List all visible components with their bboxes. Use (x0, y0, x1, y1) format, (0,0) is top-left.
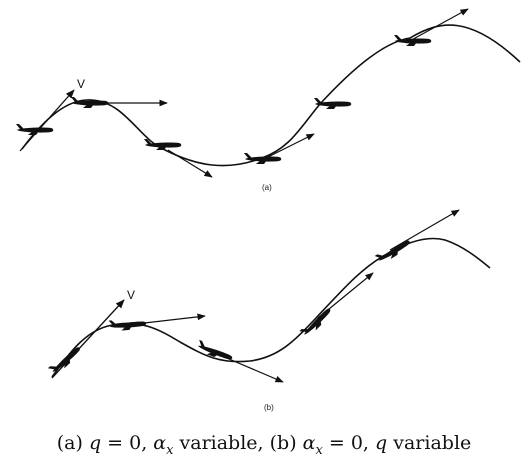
caption-equals-zero-a: = 0, (101, 432, 154, 454)
caption-alpha-b: α (302, 432, 316, 454)
figure-caption: (a) q = 0, αx variable, (b) αx = 0, q va… (0, 432, 528, 458)
aircraft-a2 (71, 97, 168, 108)
flight-path-b (51, 237, 491, 378)
panel-a: V (a) (16, 8, 521, 192)
aircraft-a3 (144, 139, 213, 178)
panel-b: V (b) (47, 209, 491, 412)
velocity-label-b: V (127, 288, 135, 302)
caption-sub-x-a: x (166, 442, 174, 458)
flight-path-a (21, 24, 521, 167)
caption-q-b: q (375, 432, 388, 454)
aircraft-b3 (195, 339, 284, 383)
caption-q-a: q (88, 432, 102, 454)
thrust-arrow-b5 (317, 272, 374, 319)
aircraft-b2 (108, 313, 206, 332)
caption-variable-b: variable (387, 432, 472, 454)
caption-equals-zero-b: = 0, (322, 432, 376, 454)
aircraft-a5 (314, 98, 352, 109)
panel-b-label: (b) (264, 403, 274, 412)
caption-variable-a: variable, (173, 432, 270, 454)
aircraft-b1 (47, 343, 83, 377)
velocity-label-a: V (77, 77, 85, 91)
caption-alpha-a: α (153, 432, 167, 454)
aircraft-a6 (394, 8, 469, 46)
thrust-arrow-b3 (221, 355, 284, 383)
panel-a-label: (a) (262, 183, 272, 192)
caption-sub-x-b: x (315, 442, 323, 458)
velocity-vector-a (19, 89, 75, 152)
aircraft-a1 (16, 124, 54, 135)
thrust-arrow-a4 (267, 133, 315, 158)
caption-part-a-prefix: (a) (56, 432, 89, 454)
aircraft-a4 (244, 133, 315, 164)
aircraft-b5 (317, 209, 460, 319)
thrust-arrow-b2 (117, 313, 206, 327)
thrust-arrow-a3 (167, 149, 213, 178)
caption-part-b-prefix: (b) (269, 432, 303, 454)
thrust-arrow-b6 (389, 209, 460, 251)
thrust-arrow-a6 (405, 8, 469, 44)
velocity-vector-b (51, 299, 125, 379)
